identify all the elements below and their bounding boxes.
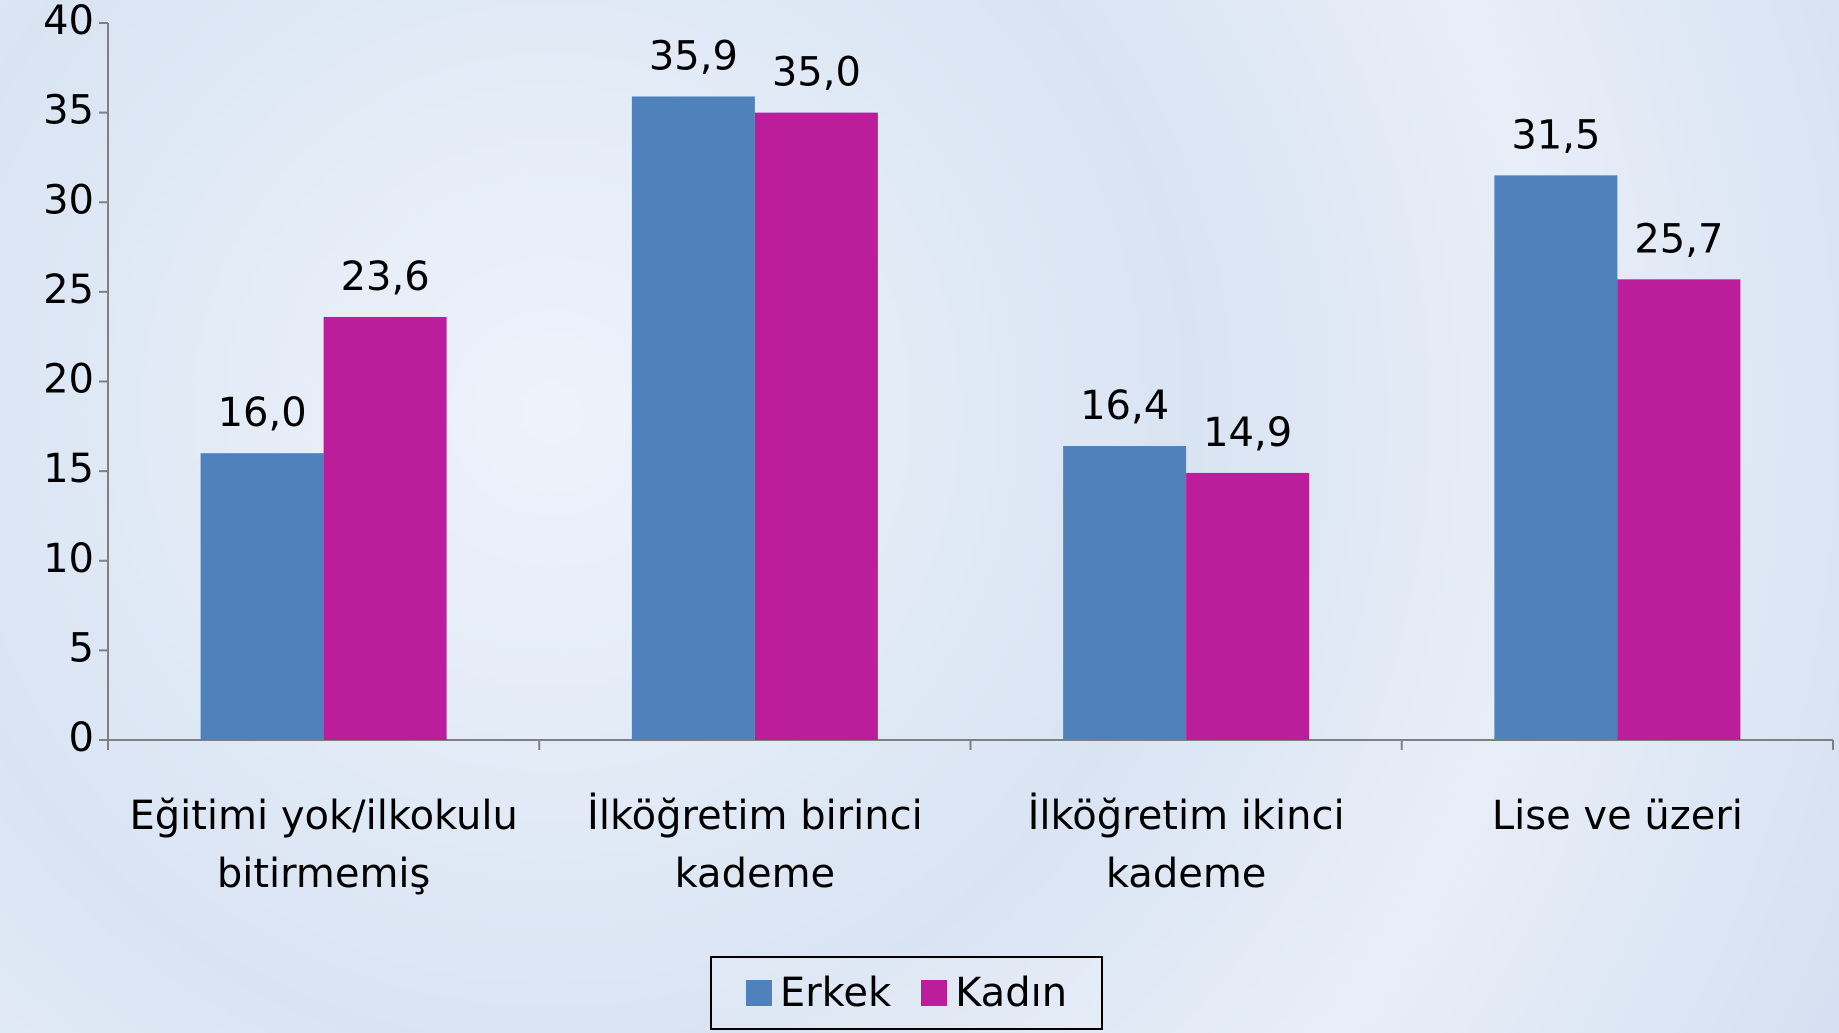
value-label: 16,0 <box>218 390 307 436</box>
x-tick-label: İlköğretim ikinci kademe <box>1027 793 1345 897</box>
legend-item: Kadın <box>921 970 1067 1016</box>
value-label: 35,9 <box>649 33 738 79</box>
legend: Erkek Kadın <box>710 956 1103 1030</box>
y-tick-label: 30 <box>43 177 94 223</box>
value-label: 23,6 <box>341 254 430 300</box>
y-tick-label: 5 <box>69 625 94 671</box>
x-tick-label: Lise ve üzeri <box>1491 793 1743 839</box>
y-tick-label: 25 <box>43 267 94 313</box>
legend-label: Erkek <box>779 970 892 1016</box>
legend-label: Kadın <box>955 970 1068 1016</box>
y-tick-label: 0 <box>69 715 94 761</box>
x-tick-label: İlköğretim birinci kademe <box>587 793 923 897</box>
bar <box>200 453 324 740</box>
y-tick-label: 40 <box>43 0 94 44</box>
value-label: 35,0 <box>772 50 861 96</box>
legend-swatch <box>745 980 772 1006</box>
y-tick-label: 35 <box>43 88 94 134</box>
y-tick-label: 10 <box>43 536 94 582</box>
value-label: 25,7 <box>1634 216 1723 262</box>
x-tick-label: Eğitimi yok/ilkokulu bitirmemiş <box>129 793 518 897</box>
value-label: 16,4 <box>1080 383 1169 429</box>
bar <box>1617 279 1741 740</box>
legend-swatch <box>921 980 948 1006</box>
bar <box>754 112 878 740</box>
y-tick-label: 15 <box>43 446 94 492</box>
bar <box>631 96 755 741</box>
bar <box>1494 175 1618 741</box>
value-label: 31,5 <box>1511 112 1600 158</box>
bar <box>323 316 447 740</box>
y-tick-label: 20 <box>43 357 94 403</box>
bar <box>1186 472 1310 740</box>
legend-item: Erkek <box>745 970 892 1016</box>
bar <box>1063 446 1187 740</box>
value-label: 14,9 <box>1203 410 1292 456</box>
